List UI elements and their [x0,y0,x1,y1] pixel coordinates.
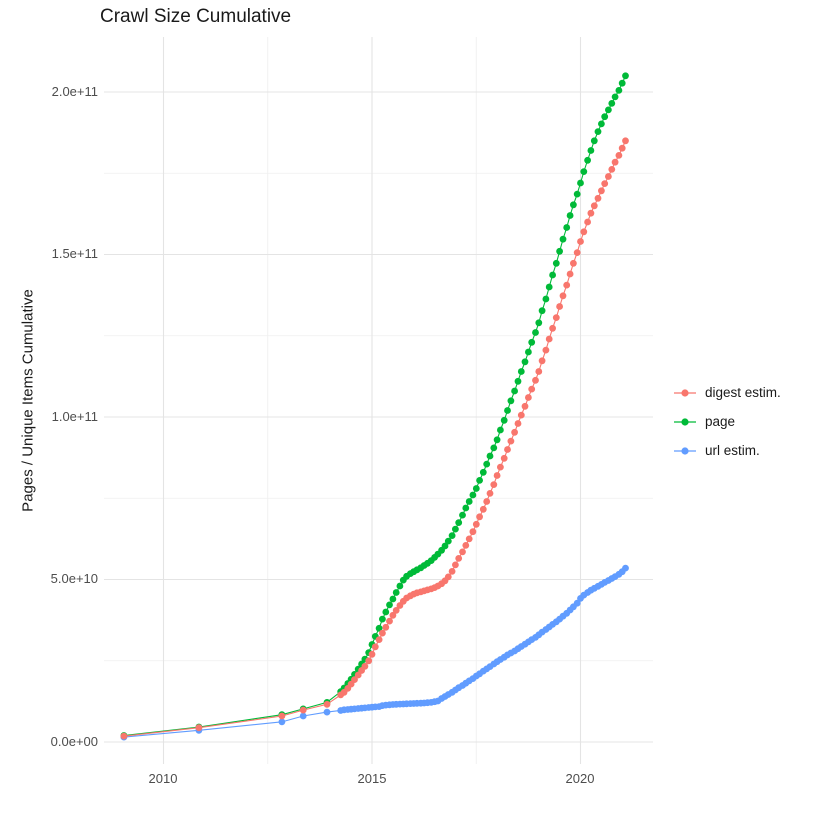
x-tick-label: 2010 [148,771,178,786]
y-tick-label: 0.0e+00 [50,734,98,749]
series-points-page [120,72,629,739]
legend-item-page: page [672,407,781,436]
legend-key-icon [674,388,696,397]
chart-title: Crawl Size Cumulative [100,6,292,27]
y-tick-label: 2.0e+11 [51,84,98,99]
legend-item-url-estim: url estim. [672,436,781,465]
x-tick-label: 2015 [357,771,387,786]
legend-item-label: digest estim. [705,385,781,400]
legend-key-icon [674,417,696,426]
y-tick-label: 1.0e+11 [51,409,98,424]
y-tick-label: 1.5e+11 [51,246,98,261]
legend-item-digest-estim: digest estim. [672,378,781,407]
legend: digest estim. page url estim. [672,378,781,465]
x-tick-label: 2020 [565,771,595,786]
y-tick-label: 5.0e+10 [50,571,98,586]
legend-item-label: page [705,414,736,429]
series-points-digest-estim- [120,137,629,740]
legend-key-icon [674,446,696,455]
legend-item-label: url estim. [705,443,760,458]
